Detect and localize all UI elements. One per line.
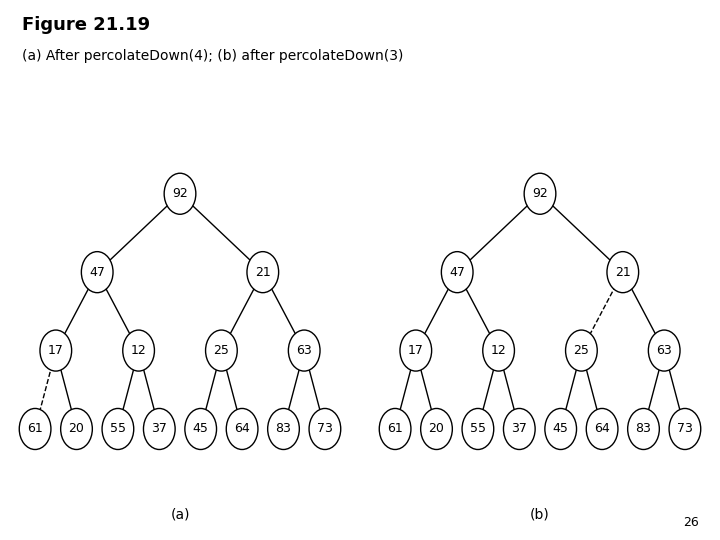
Ellipse shape	[185, 408, 217, 449]
Ellipse shape	[503, 408, 535, 449]
Ellipse shape	[122, 330, 154, 371]
Text: 55: 55	[470, 422, 486, 435]
Ellipse shape	[206, 330, 238, 371]
Ellipse shape	[586, 408, 618, 449]
Text: 45: 45	[553, 422, 569, 435]
Ellipse shape	[102, 408, 134, 449]
Text: (a): (a)	[170, 508, 190, 522]
Text: 21: 21	[255, 266, 271, 279]
Ellipse shape	[247, 252, 279, 293]
Text: 73: 73	[677, 422, 693, 435]
Ellipse shape	[566, 330, 598, 371]
Ellipse shape	[669, 408, 701, 449]
Ellipse shape	[19, 408, 51, 449]
Text: 37: 37	[511, 422, 527, 435]
Ellipse shape	[441, 252, 473, 293]
Ellipse shape	[164, 173, 196, 214]
Ellipse shape	[462, 408, 494, 449]
Text: 64: 64	[594, 422, 610, 435]
Text: 20: 20	[428, 422, 444, 435]
Ellipse shape	[268, 408, 300, 449]
Ellipse shape	[649, 330, 680, 371]
Text: 61: 61	[387, 422, 403, 435]
Text: 64: 64	[234, 422, 250, 435]
Ellipse shape	[143, 408, 175, 449]
Text: Figure 21.19: Figure 21.19	[22, 16, 150, 34]
Ellipse shape	[226, 408, 258, 449]
Text: (a) After percolateDown(4); (b) after percolateDown(3): (a) After percolateDown(4); (b) after pe…	[22, 49, 403, 63]
Text: 47: 47	[89, 266, 105, 279]
Text: 55: 55	[110, 422, 126, 435]
Text: 45: 45	[193, 422, 209, 435]
Text: 92: 92	[532, 187, 548, 200]
Ellipse shape	[40, 330, 72, 371]
Text: 92: 92	[172, 187, 188, 200]
Text: 17: 17	[48, 344, 64, 357]
Text: 37: 37	[151, 422, 167, 435]
Ellipse shape	[524, 173, 556, 214]
Text: 63: 63	[297, 344, 312, 357]
Text: 26: 26	[683, 516, 698, 529]
Text: 21: 21	[615, 266, 631, 279]
Ellipse shape	[379, 408, 411, 449]
Text: (b): (b)	[530, 508, 550, 522]
Text: 83: 83	[636, 422, 652, 435]
Text: 83: 83	[276, 422, 292, 435]
Text: 61: 61	[27, 422, 43, 435]
Ellipse shape	[628, 408, 660, 449]
Text: 12: 12	[491, 344, 506, 357]
Ellipse shape	[545, 408, 577, 449]
Text: 12: 12	[131, 344, 146, 357]
Text: 25: 25	[573, 344, 590, 357]
Text: 20: 20	[68, 422, 84, 435]
Text: 63: 63	[657, 344, 672, 357]
Text: 73: 73	[317, 422, 333, 435]
Ellipse shape	[483, 330, 515, 371]
Text: 47: 47	[449, 266, 465, 279]
Ellipse shape	[607, 252, 639, 293]
Text: 25: 25	[213, 344, 230, 357]
Ellipse shape	[420, 408, 452, 449]
Ellipse shape	[289, 330, 320, 371]
Ellipse shape	[309, 408, 341, 449]
Text: 17: 17	[408, 344, 424, 357]
Ellipse shape	[60, 408, 92, 449]
Ellipse shape	[81, 252, 113, 293]
Ellipse shape	[400, 330, 432, 371]
